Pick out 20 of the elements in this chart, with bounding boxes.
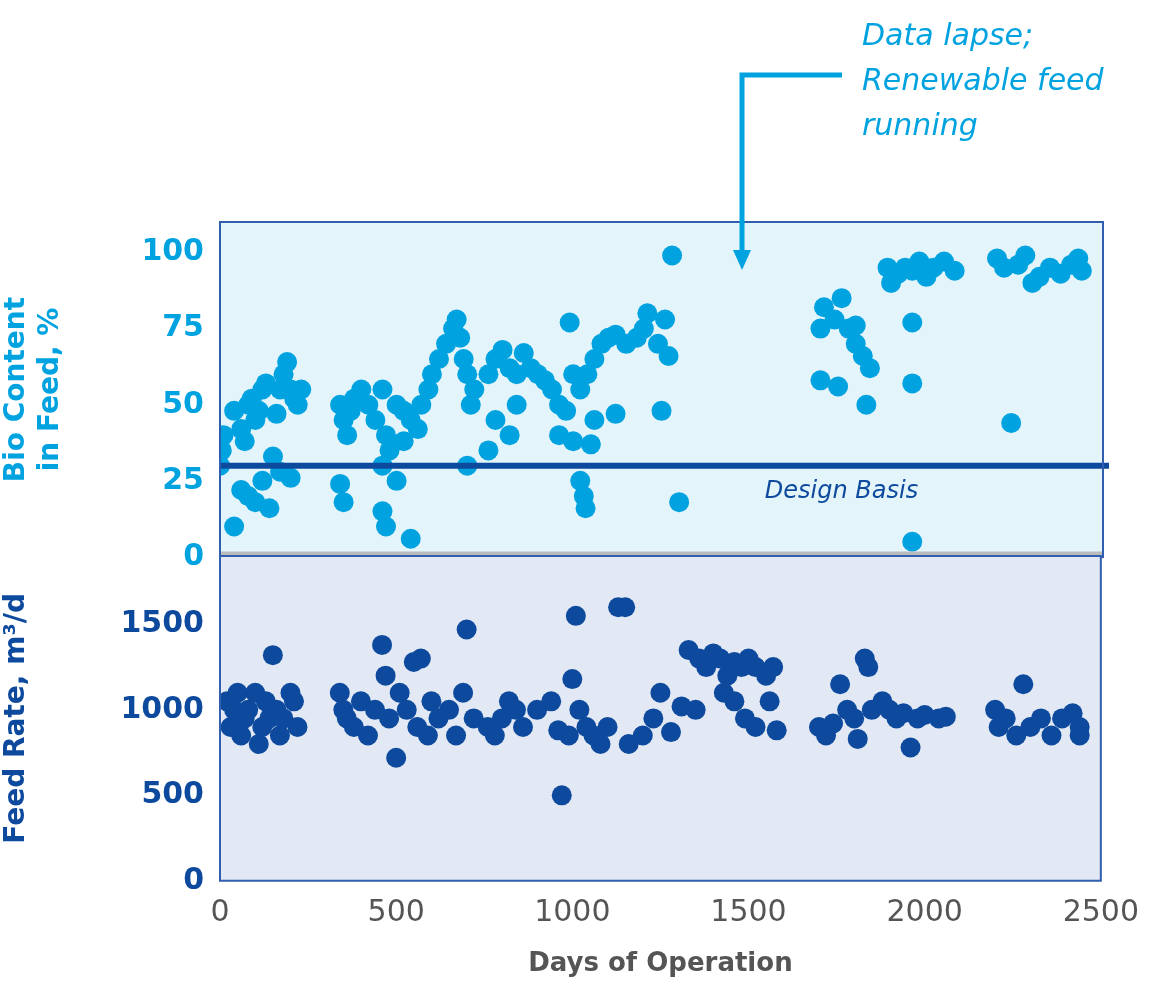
y-axis-title: Feed Rate, m³/d bbox=[0, 593, 32, 844]
x-tick-label: 2500 bbox=[1062, 892, 1140, 928]
y-tick-label: 1500 bbox=[120, 604, 204, 640]
y-tick-label: 0 bbox=[183, 536, 204, 572]
x-axis-title: Days of Operation bbox=[528, 947, 793, 978]
y-tick-label: 500 bbox=[141, 775, 204, 811]
x-tick-label: 0 bbox=[210, 892, 230, 928]
y-tick-label: 25 bbox=[162, 460, 204, 496]
x-tick-label: 500 bbox=[367, 892, 425, 928]
x-tick-label: 1500 bbox=[710, 892, 787, 928]
y-axis-title: Bio Content in Feed, % bbox=[0, 296, 65, 483]
y-tick-label: 100 bbox=[141, 232, 204, 268]
y-tick-label: 75 bbox=[162, 308, 204, 344]
x-tick-label: 2000 bbox=[886, 892, 963, 928]
y-tick-label: 0 bbox=[183, 860, 204, 896]
text: Data lapse; Renewable feed running bbox=[862, 16, 1105, 144]
ref-line-label: Design Basis bbox=[764, 475, 919, 504]
x-tick-label: 1000 bbox=[534, 892, 611, 928]
y-tick-label: 50 bbox=[162, 384, 204, 420]
y-tick-label: 1000 bbox=[120, 689, 204, 725]
